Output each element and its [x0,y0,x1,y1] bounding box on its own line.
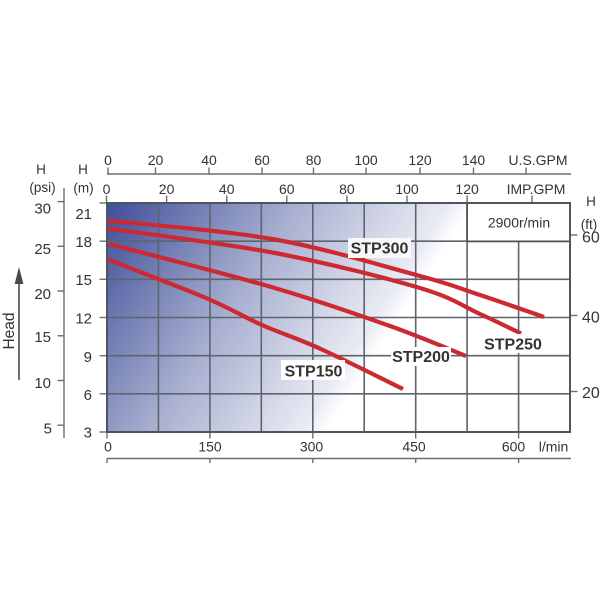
svg-text:H: H [78,162,88,177]
svg-text:H: H [586,194,596,209]
svg-text:40: 40 [219,181,235,197]
svg-text:0: 0 [104,152,112,168]
svg-text:140: 140 [462,152,486,168]
svg-text:STP250: STP250 [484,337,542,354]
svg-text:80: 80 [339,181,355,197]
svg-text:25: 25 [34,241,51,258]
svg-text:100: 100 [395,181,419,197]
svg-text:150: 150 [198,439,222,455]
svg-text:H: H [36,162,46,177]
svg-text:0: 0 [103,181,111,197]
svg-text:120: 120 [408,152,432,168]
svg-text:(ft): (ft) [581,217,598,232]
svg-text:40: 40 [582,309,600,326]
svg-text:15: 15 [75,272,92,289]
svg-text:18: 18 [75,234,92,251]
svg-text:300: 300 [300,439,324,455]
svg-text:600: 600 [502,439,526,455]
svg-text:450: 450 [402,439,426,455]
svg-text:20: 20 [34,286,51,303]
svg-text:10: 10 [34,375,51,392]
svg-text:9: 9 [84,349,92,366]
svg-text:20: 20 [159,181,175,197]
svg-text:STP150: STP150 [285,364,343,381]
svg-text:STP200: STP200 [392,349,450,366]
svg-text:100: 100 [354,152,378,168]
svg-text:60: 60 [582,229,600,246]
svg-text:20: 20 [148,152,164,168]
svg-text:80: 80 [306,152,322,168]
svg-text:5: 5 [44,421,52,438]
svg-text:20: 20 [582,385,600,402]
svg-text:0: 0 [104,439,112,455]
svg-text:120: 120 [455,181,479,197]
svg-text:STP300: STP300 [351,241,409,258]
svg-text:3: 3 [84,425,92,442]
svg-text:2900r/min: 2900r/min [488,215,550,231]
svg-text:21: 21 [75,206,92,223]
svg-text:6: 6 [84,387,92,404]
svg-text:60: 60 [279,181,295,197]
svg-text:U.S.GPM: U.S.GPM [508,152,567,168]
svg-text:40: 40 [201,152,217,168]
svg-text:Head: Head [1,312,18,349]
svg-text:30: 30 [34,201,51,218]
svg-text:l/min: l/min [539,439,569,455]
svg-text:60: 60 [254,152,270,168]
svg-text:IMP.GPM: IMP.GPM [507,181,566,197]
svg-text:(psi): (psi) [29,180,55,195]
svg-text:(m): (m) [73,181,93,196]
svg-text:12: 12 [75,311,92,328]
svg-text:15: 15 [34,329,51,346]
